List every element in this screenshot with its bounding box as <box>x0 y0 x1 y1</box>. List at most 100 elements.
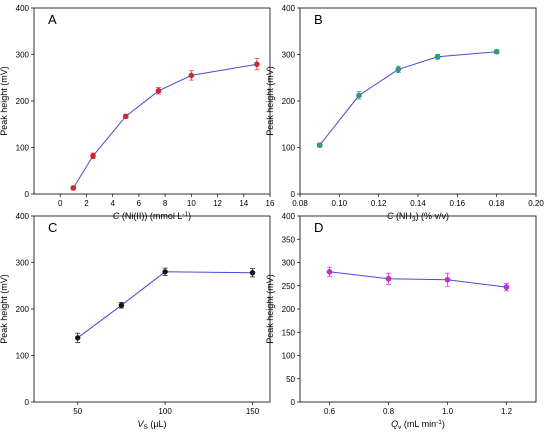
y-axis-title: Peak height (mV) <box>0 66 9 136</box>
y-axis-title: Peak height (mV) <box>0 274 9 344</box>
x-axis-title: Qv (mL min-1) <box>391 419 445 431</box>
data-point <box>188 72 195 79</box>
x-tick-label: 0.16 <box>450 199 466 208</box>
y-tick-label: 150 <box>282 328 296 337</box>
y-tick-label: 250 <box>282 282 296 291</box>
panel-label: D <box>314 220 323 235</box>
y-tick-label: 400 <box>282 4 296 13</box>
data-point <box>254 61 260 68</box>
x-tick-label: 0 <box>58 199 63 208</box>
y-tick-label: 300 <box>282 259 296 268</box>
plot-frame <box>33 215 271 403</box>
series-line <box>72 63 257 189</box>
x-axis-title-text: ) <box>442 419 445 429</box>
data-point <box>74 335 81 341</box>
data-point <box>249 269 256 276</box>
plot-frame <box>299 215 537 403</box>
panel-label: B <box>314 12 323 27</box>
plot-frame <box>299 7 537 195</box>
series-line <box>329 271 507 288</box>
y-tick-label: 0 <box>25 190 30 199</box>
x-tick-label: 0.18 <box>489 199 505 208</box>
y-tick-label: 0 <box>25 398 30 407</box>
y-tick-label: 0 <box>291 398 296 407</box>
y-tick-label: 400 <box>282 212 296 221</box>
x-tick-label: 2 <box>84 199 89 208</box>
series-line <box>319 51 497 146</box>
y-tick-label: 50 <box>286 375 295 384</box>
data-point <box>444 276 451 283</box>
data-point <box>395 66 402 73</box>
y-tick-label: 100 <box>16 144 30 153</box>
y-tick-label: 300 <box>16 259 30 268</box>
data-point <box>123 113 129 120</box>
plot-frame <box>33 7 271 195</box>
x-axis-title: C (NH3) (% v/v) <box>387 211 449 223</box>
data-point <box>162 269 168 275</box>
x-tick-label: 14 <box>239 199 248 208</box>
x-axis-title-text: (µL) <box>148 419 167 429</box>
y-tick-label: 100 <box>282 352 296 361</box>
series-line <box>77 271 253 339</box>
y-axis-title: Peak height (mV) <box>265 66 275 136</box>
x-axis-title-variable: Q <box>391 419 398 429</box>
data-point <box>70 185 77 191</box>
y-tick-label: 100 <box>16 352 30 361</box>
data-point <box>118 302 125 309</box>
x-axis-title: VS (µL) <box>137 419 166 431</box>
x-tick-label: 1.0 <box>442 407 454 416</box>
y-tick-label: 200 <box>282 305 296 314</box>
y-tick-label: 400 <box>16 212 30 221</box>
data-point <box>356 92 362 99</box>
y-tick-label: 350 <box>282 235 296 244</box>
data-point <box>326 269 333 275</box>
y-tick-label: 200 <box>16 305 30 314</box>
y-tick-label: 300 <box>282 51 296 60</box>
x-tick-label: 100 <box>158 407 172 416</box>
x-tick-label: 150 <box>246 407 260 416</box>
y-tick-label: 300 <box>16 51 30 60</box>
data-point <box>434 54 441 60</box>
y-tick-label: 200 <box>16 97 30 106</box>
x-axis-title-subscript: 3 <box>412 216 416 223</box>
y-tick-label: 400 <box>16 4 30 13</box>
data-point <box>155 88 162 94</box>
x-tick-label: 0.08 <box>292 199 308 208</box>
x-tick-label: 6 <box>137 199 142 208</box>
panel-label: C <box>48 220 57 235</box>
data-point <box>385 276 392 282</box>
x-axis-title-subscript: v <box>398 424 402 431</box>
panel-c: C 50 100 150 0 100 200 300 400 Peak height (mV) VS… <box>0 212 271 431</box>
x-tick-label: 0.20 <box>528 199 544 208</box>
data-point <box>503 284 510 290</box>
x-tick-label: 0.6 <box>324 407 336 416</box>
x-axis-title-variable: V <box>137 419 144 429</box>
x-tick-label: 4 <box>110 199 115 208</box>
x-tick-label: 10 <box>187 199 196 208</box>
panel-a: A 0 2 4 6 8 10 12 14 16 0 100 200 300 400 Peak height (… <box>0 4 275 221</box>
data-point <box>493 48 500 55</box>
x-axis-title-superscript: -1 <box>436 419 442 426</box>
x-tick-label: 0.12 <box>371 199 387 208</box>
x-axis-title-superscript: -1 <box>182 211 188 218</box>
y-tick-label: 100 <box>282 144 296 153</box>
panel-d: D 0.6 0.8 1.0 1.2 0 50 100 150 200 250 300 350 400 Pea… <box>265 212 537 431</box>
panel-label: A <box>48 12 57 27</box>
panel-b: B 0.08 0.10 0.12 0.14 0.16 0.18 0.20 0 100 200 300 4… <box>265 4 544 223</box>
x-tick-label: 0.10 <box>332 199 348 208</box>
x-tick-label: 12 <box>213 199 222 208</box>
y-tick-label: 200 <box>282 97 296 106</box>
data-point <box>316 142 323 148</box>
x-tick-label: 16 <box>266 199 275 208</box>
x-axis-title-subscript: S <box>143 424 148 431</box>
x-tick-label: 1.2 <box>501 407 513 416</box>
y-axis-title: Peak height (mV) <box>265 274 275 344</box>
data-point <box>90 153 96 159</box>
y-tick-label: 0 <box>291 190 296 199</box>
x-tick-label: 0.14 <box>410 199 426 208</box>
x-tick-label: 0.8 <box>383 407 395 416</box>
x-axis-title-text: (mL min <box>401 419 436 429</box>
x-tick-label: 50 <box>73 407 82 416</box>
x-tick-label: 8 <box>163 199 168 208</box>
